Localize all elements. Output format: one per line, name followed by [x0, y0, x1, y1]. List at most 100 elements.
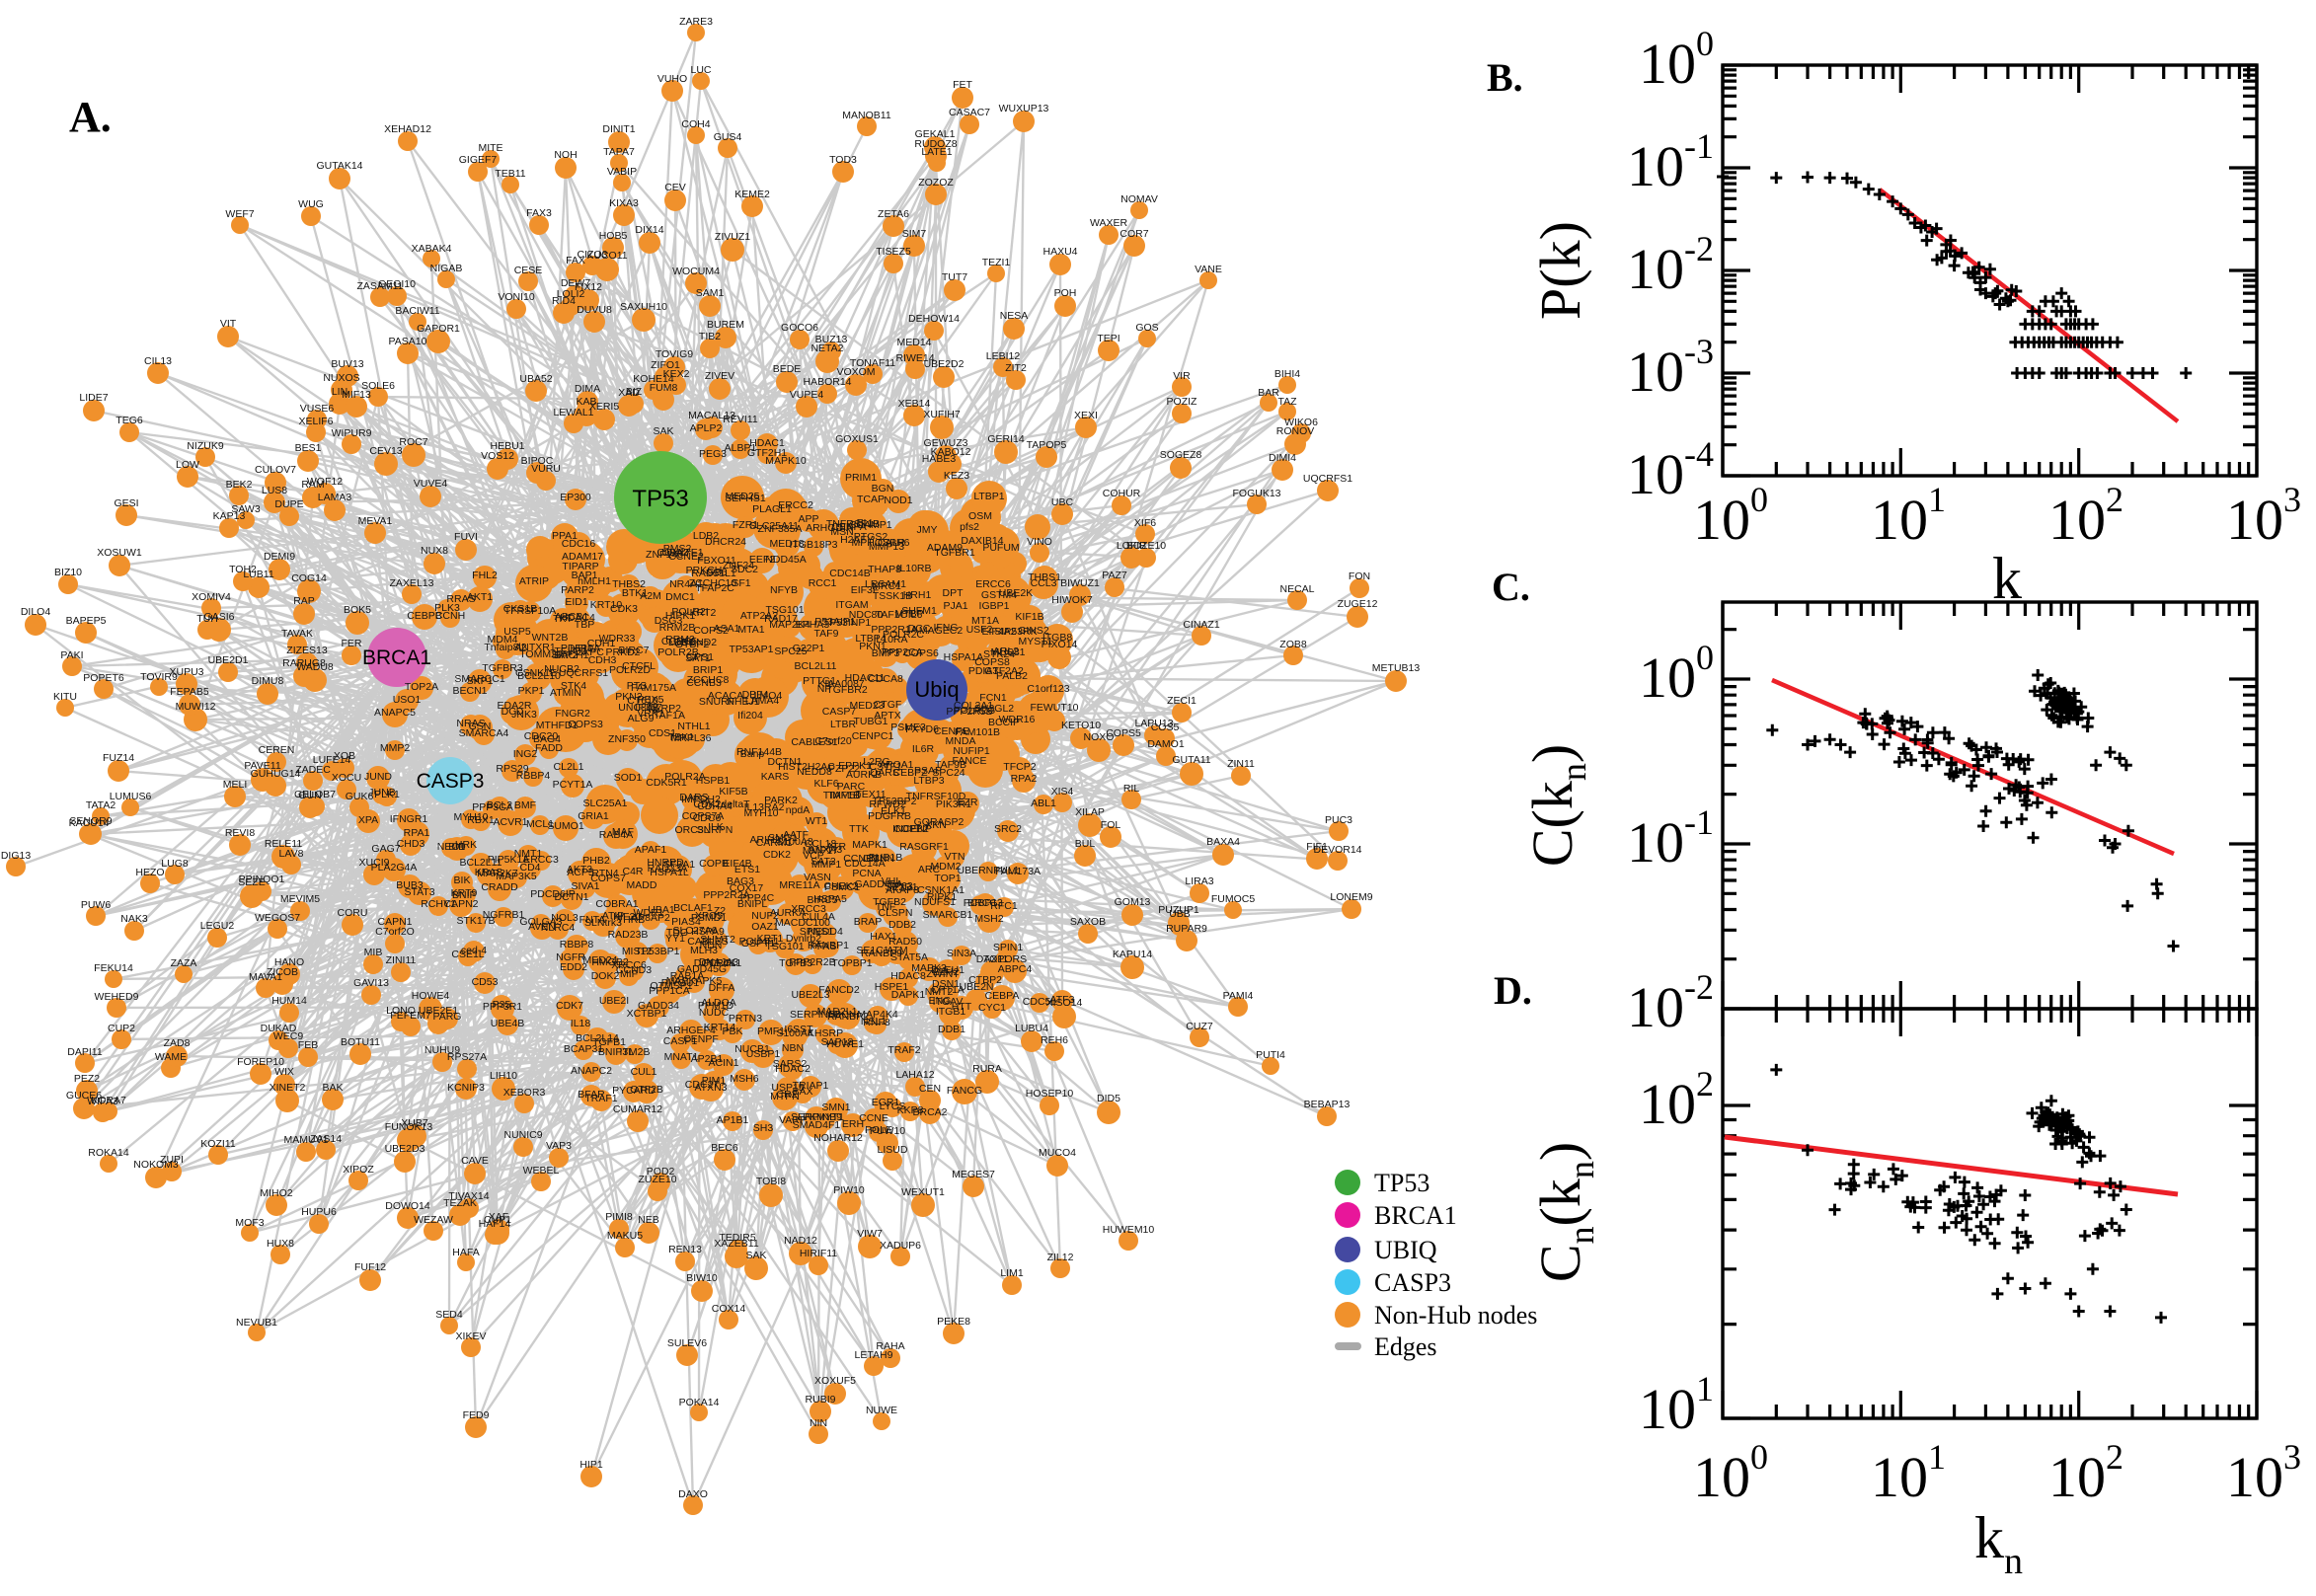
- svg-text:Edges: Edges: [1374, 1332, 1437, 1361]
- svg-text:CL2L1: CL2L1: [554, 761, 584, 773]
- svg-text:PSME3: PSME3: [890, 722, 926, 733]
- svg-text:VIW7: VIW7: [857, 1228, 883, 1240]
- svg-text:ZIVUZ1: ZIVUZ1: [715, 231, 750, 243]
- svg-text:TOP1: TOP1: [934, 873, 961, 884]
- svg-text:SENOR9: SENOR9: [69, 815, 112, 827]
- svg-text:PALB2: PALB2: [996, 670, 1028, 682]
- svg-text:CR2: CR2: [776, 1089, 797, 1101]
- svg-text:C(kn): C(kn): [1520, 744, 1593, 867]
- svg-text:DIMI4: DIMI4: [1269, 452, 1296, 464]
- svg-text:PASA10: PASA10: [389, 336, 427, 347]
- svg-text:TAZ: TAZ: [1277, 396, 1297, 408]
- svg-text:PIK3R1: PIK3R1: [936, 798, 971, 810]
- svg-text:PLK1: PLK1: [374, 789, 400, 800]
- svg-text:RUDOZ8: RUDOZ8: [914, 138, 957, 150]
- svg-text:BES1: BES1: [295, 442, 322, 454]
- svg-text:PPP2CA: PPP2CA: [882, 646, 922, 658]
- svg-text:CARM1: CARM1: [756, 837, 793, 849]
- svg-text:XABAK4: XABAK4: [412, 243, 452, 255]
- svg-text:BIW10: BIW10: [686, 1272, 718, 1284]
- svg-text:PIW10: PIW10: [833, 1184, 865, 1196]
- svg-text:CUMAR12: CUMAR12: [613, 1103, 662, 1115]
- svg-text:MAP2K4: MAP2K4: [769, 619, 811, 631]
- svg-text:MRPL36: MRPL36: [671, 732, 712, 744]
- svg-text:C1orf123: C1orf123: [1027, 683, 1069, 695]
- svg-text:TRAF2: TRAF2: [888, 1044, 920, 1056]
- svg-text:CCNE: CCNE: [859, 1112, 888, 1124]
- svg-text:REVI8: REVI8: [225, 827, 256, 839]
- svg-text:METUB13: METUB13: [1372, 662, 1421, 674]
- svg-text:DIX14: DIX14: [635, 224, 663, 236]
- svg-text:DIMA: DIMA: [575, 383, 600, 395]
- svg-text:DCC: DCC: [908, 623, 931, 635]
- svg-text:ROC7: ROC7: [399, 436, 427, 448]
- svg-text:NOMAV: NOMAV: [1120, 193, 1158, 205]
- svg-text:MYH10: MYH10: [743, 807, 778, 819]
- svg-text:RBBP8: RBBP8: [560, 939, 594, 950]
- svg-text:LTBP1: LTBP1: [973, 491, 1004, 502]
- svg-text:RBBP4: RBBP4: [516, 770, 551, 782]
- svg-text:DAPI11: DAPI11: [67, 1046, 103, 1058]
- svg-text:XEXI: XEXI: [1074, 410, 1098, 421]
- svg-text:DFFA: DFFA: [709, 982, 735, 994]
- svg-text:PARP2: PARP2: [561, 584, 594, 596]
- svg-text:MAPK1: MAPK1: [852, 839, 888, 851]
- svg-text:CULOV7: CULOV7: [255, 464, 296, 476]
- svg-text:GUTA11: GUTA11: [1172, 754, 1210, 766]
- svg-text:RIWE14: RIWE14: [895, 352, 934, 364]
- svg-text:OSM: OSM: [968, 510, 992, 522]
- svg-text:IL6: IL6: [908, 609, 923, 621]
- svg-text:IL6R: IL6R: [912, 743, 935, 755]
- svg-text:XPC: XPC: [582, 646, 604, 658]
- svg-text:FED9: FED9: [463, 1409, 490, 1421]
- svg-text:SED4: SED4: [435, 1309, 463, 1321]
- svg-text:HUX8: HUX8: [267, 1238, 294, 1250]
- svg-text:HSPB1: HSPB1: [696, 775, 731, 787]
- svg-text:KCNIP3: KCNIP3: [447, 1082, 485, 1094]
- svg-text:FCN1: FCN1: [979, 692, 1007, 704]
- svg-text:DCTN1: DCTN1: [767, 756, 802, 768]
- svg-text:PKMYT1: PKMYT1: [803, 1111, 844, 1123]
- svg-text:AKT1: AKT1: [467, 591, 493, 603]
- svg-text:RRM2: RRM2: [665, 634, 695, 646]
- svg-text:DUPE: DUPE: [274, 498, 303, 510]
- svg-text:PUZUP1: PUZUP1: [1158, 904, 1199, 916]
- svg-text:DAX11: DAX11: [976, 953, 1009, 965]
- svg-text:NR4A1: NR4A1: [669, 578, 703, 590]
- svg-text:KABO12: KABO12: [931, 446, 971, 458]
- svg-text:RPA2: RPA2: [1011, 773, 1038, 785]
- svg-text:FOGUK13: FOGUK13: [1232, 488, 1280, 499]
- svg-text:DILO4: DILO4: [21, 606, 51, 618]
- svg-text:ZUZE10: ZUZE10: [638, 1174, 676, 1185]
- svg-text:GAG7: GAG7: [371, 843, 400, 855]
- svg-text:RPA1: RPA1: [404, 827, 430, 839]
- svg-text:WEHED9: WEHED9: [95, 991, 139, 1003]
- svg-text:MIS12: MIS12: [622, 946, 653, 957]
- svg-text:TEB11: TEB11: [495, 168, 525, 180]
- svg-text:PCBP1: PCBP1: [964, 897, 998, 909]
- svg-text:TOP2A: TOP2A: [405, 681, 438, 693]
- svg-text:KIF2C: KIF2C: [613, 911, 643, 923]
- svg-text:SPC25: SPC25: [774, 646, 807, 657]
- svg-text:STK4: STK4: [561, 680, 586, 692]
- svg-text:XADUP6: XADUP6: [880, 1240, 921, 1252]
- svg-text:XIF6: XIF6: [1134, 517, 1156, 529]
- svg-text:PEZ2: PEZ2: [74, 1073, 100, 1085]
- svg-text:GADD34: GADD34: [638, 1000, 679, 1012]
- svg-text:PAMI4: PAMI4: [1223, 990, 1254, 1002]
- svg-text:TIMM50: TIMM50: [823, 790, 862, 801]
- svg-text:Non-Hub nodes: Non-Hub nodes: [1374, 1301, 1537, 1330]
- svg-text:TP53: TP53: [632, 486, 688, 512]
- svg-text:Ubiq: Ubiq: [914, 677, 959, 702]
- svg-text:RRM2B: RRM2B: [659, 622, 696, 634]
- svg-text:PKP1: PKP1: [518, 685, 545, 697]
- svg-text:ZIVEV: ZIVEV: [705, 370, 734, 382]
- svg-text:LOW: LOW: [176, 459, 199, 471]
- svg-text:TOVIR9: TOVIR9: [140, 671, 178, 683]
- svg-text:TGFBR1: TGFBR1: [934, 547, 975, 559]
- svg-text:PCYT1A: PCYT1A: [553, 779, 593, 791]
- svg-text:SE1C1: SE1C1: [856, 945, 888, 956]
- svg-text:FUVI: FUVI: [454, 531, 478, 543]
- svg-text:TSG101: TSG101: [765, 604, 804, 616]
- svg-text:XAD: XAD: [618, 387, 640, 399]
